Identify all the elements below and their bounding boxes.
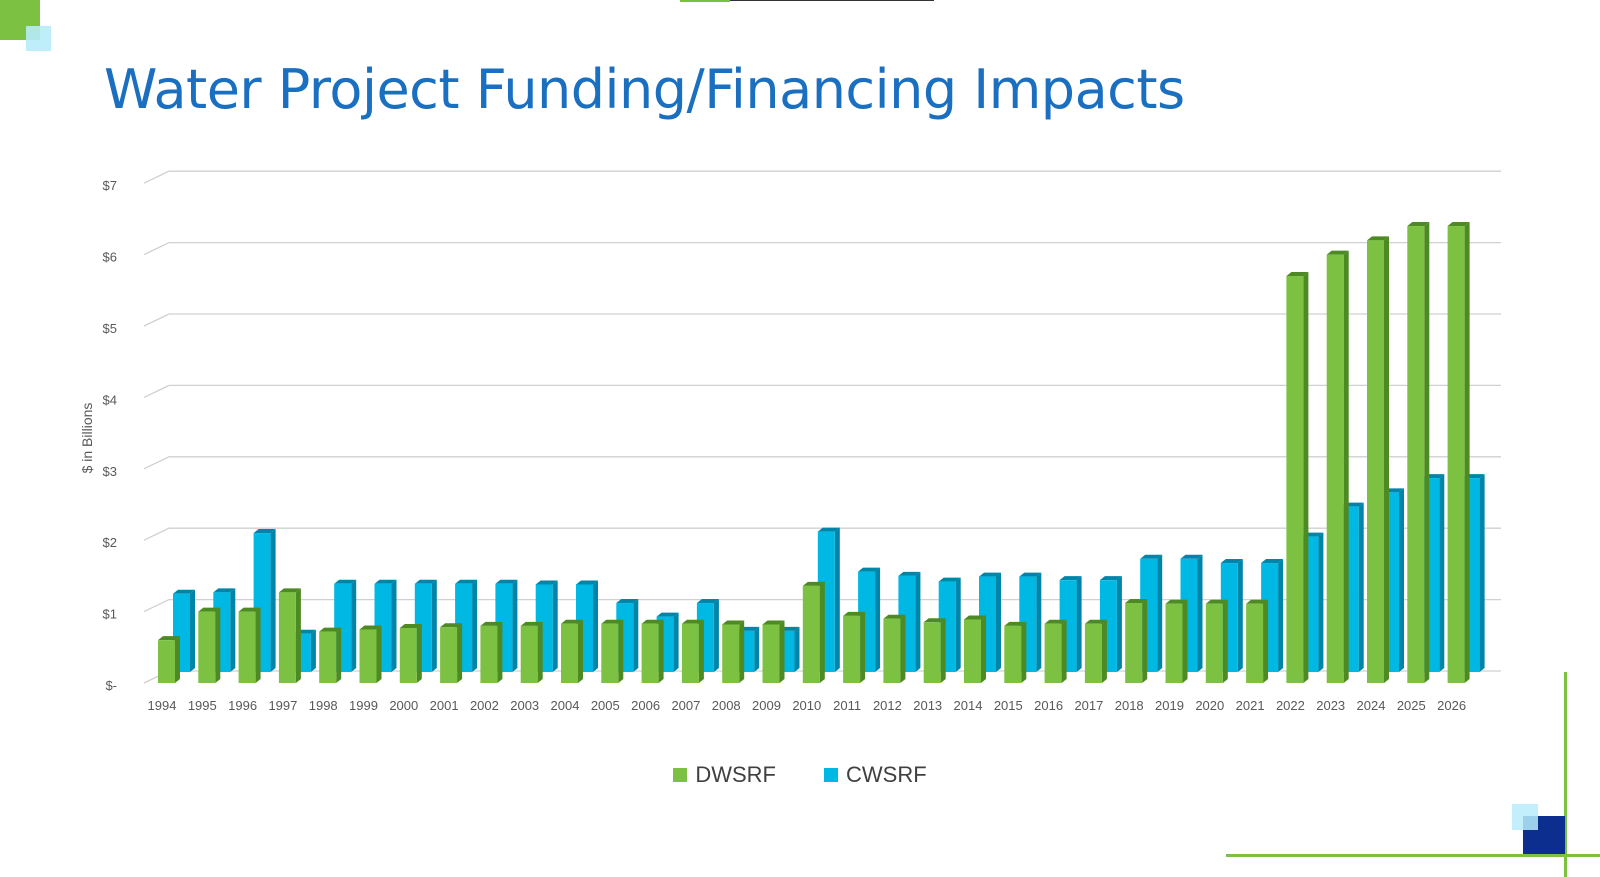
y-tick-label: $3 bbox=[103, 464, 117, 479]
y-tick-label: $- bbox=[105, 678, 117, 693]
bar-dwsrf bbox=[1165, 599, 1188, 683]
gridline bbox=[143, 313, 1501, 327]
bar-dwsrf bbox=[158, 636, 180, 683]
x-tick-label: 2016 bbox=[1034, 698, 1063, 713]
x-tick-label: 2007 bbox=[671, 698, 700, 713]
bar-dwsrf bbox=[883, 614, 906, 683]
x-tick-label: 2005 bbox=[591, 698, 620, 713]
x-tick-label: 1996 bbox=[228, 698, 257, 713]
gridline bbox=[143, 527, 1501, 541]
x-tick-label: 2023 bbox=[1316, 698, 1345, 713]
legend-swatch-dwsrf bbox=[673, 768, 688, 782]
y-tick-label: $2 bbox=[103, 535, 117, 550]
bar-dwsrf bbox=[480, 621, 503, 683]
x-tick-label: 2025 bbox=[1397, 698, 1426, 713]
corner-line-green-vertical bbox=[1564, 672, 1567, 877]
bar-dwsrf bbox=[520, 621, 543, 683]
x-tick-label: 2022 bbox=[1276, 698, 1305, 713]
bar-dwsrf bbox=[601, 619, 624, 683]
x-tick-label: 1998 bbox=[309, 698, 338, 713]
x-tick-label: 2017 bbox=[1074, 698, 1103, 713]
x-tick-label: 2003 bbox=[510, 698, 539, 713]
x-tick-label: 2014 bbox=[954, 698, 983, 713]
y-tick-label: $7 bbox=[103, 178, 117, 193]
y-tick-label: $5 bbox=[103, 321, 117, 336]
legend-item-dwsrf: DWSRF bbox=[673, 762, 776, 788]
bar-dwsrf bbox=[641, 619, 664, 683]
bar-dwsrf bbox=[1044, 619, 1067, 683]
bar-dwsrf bbox=[1447, 222, 1470, 684]
bar-dwsrf bbox=[923, 618, 946, 683]
gridline bbox=[143, 170, 1501, 184]
legend-label-dwsrf: DWSRF bbox=[695, 762, 776, 787]
x-tick-label: 1995 bbox=[188, 698, 217, 713]
x-tick-label: 2006 bbox=[631, 698, 660, 713]
bar-dwsrf bbox=[1407, 222, 1430, 684]
corner-square-light-blue bbox=[26, 26, 51, 51]
corner-line-green-horizontal bbox=[1226, 854, 1600, 857]
x-tick-label: 2002 bbox=[470, 698, 499, 713]
x-tick-label: 2020 bbox=[1195, 698, 1224, 713]
bar-dwsrf bbox=[762, 620, 785, 683]
gridline bbox=[143, 598, 1501, 613]
gridline bbox=[143, 241, 1501, 256]
page-title: Water Project Funding/Financing Impacts bbox=[104, 58, 1185, 121]
bar-dwsrf bbox=[1246, 599, 1269, 683]
bar-dwsrf bbox=[1367, 236, 1389, 683]
y-tick-label: $1 bbox=[103, 607, 117, 622]
top-accent-line-green bbox=[680, 0, 730, 2]
bar-dwsrf bbox=[359, 625, 382, 683]
x-tick-label: 1999 bbox=[349, 698, 378, 713]
x-tick-label: 2024 bbox=[1357, 698, 1386, 713]
chart-legend: DWSRF CWSRF bbox=[0, 762, 1600, 788]
bar-dwsrf bbox=[1205, 599, 1228, 683]
x-tick-label: 2004 bbox=[551, 698, 580, 713]
bar-dwsrf bbox=[561, 619, 583, 683]
bar-dwsrf bbox=[964, 615, 986, 683]
x-tick-label: 2026 bbox=[1437, 698, 1466, 713]
x-tick-label: 2018 bbox=[1115, 698, 1144, 713]
bar-dwsrf bbox=[681, 619, 704, 683]
x-tick-label: 2011 bbox=[833, 698, 861, 713]
bar-dwsrf bbox=[1004, 621, 1027, 683]
bar-dwsrf bbox=[1125, 599, 1148, 683]
x-tick-label: 2013 bbox=[913, 698, 942, 713]
x-tick-label: 2012 bbox=[873, 698, 902, 713]
bar-dwsrf bbox=[238, 607, 261, 683]
bar-dwsrf bbox=[1326, 250, 1349, 683]
bar-dwsrf bbox=[722, 620, 745, 683]
x-tick-label: 1997 bbox=[268, 698, 297, 713]
corner-square-light-blue-bottom bbox=[1512, 804, 1538, 830]
bar-dwsrf bbox=[319, 627, 342, 683]
bar-dwsrf bbox=[399, 624, 422, 683]
legend-label-cwsrf: CWSRF bbox=[846, 762, 927, 787]
x-tick-label: 2001 bbox=[430, 698, 459, 713]
x-tick-label: 1994 bbox=[148, 698, 177, 713]
x-tick-label: 2009 bbox=[752, 698, 781, 713]
y-axis-title: $ in Billions bbox=[79, 403, 95, 474]
bar-dwsrf bbox=[1084, 619, 1107, 683]
bar-dwsrf bbox=[1286, 272, 1309, 683]
bar-dwsrf bbox=[440, 623, 463, 683]
x-tick-label: 2021 bbox=[1236, 698, 1265, 713]
legend-swatch-cwsrf bbox=[824, 768, 838, 782]
x-tick-label: 2010 bbox=[792, 698, 821, 713]
bar-dwsrf bbox=[802, 581, 825, 683]
gridline bbox=[143, 456, 1501, 470]
bar-dwsrf bbox=[843, 611, 866, 683]
top-accent-line-dark bbox=[730, 0, 934, 1]
legend-item-cwsrf: CWSRF bbox=[824, 762, 927, 788]
x-tick-label: 2000 bbox=[389, 698, 418, 713]
x-tick-label: 2019 bbox=[1155, 698, 1184, 713]
x-tick-label: 2008 bbox=[712, 698, 741, 713]
y-tick-label: $6 bbox=[103, 250, 117, 265]
bar-dwsrf bbox=[278, 588, 301, 683]
bar-dwsrf bbox=[198, 607, 221, 683]
x-tick-label: 2015 bbox=[994, 698, 1023, 713]
y-tick-label: $4 bbox=[103, 392, 117, 407]
gridline bbox=[143, 384, 1501, 398]
